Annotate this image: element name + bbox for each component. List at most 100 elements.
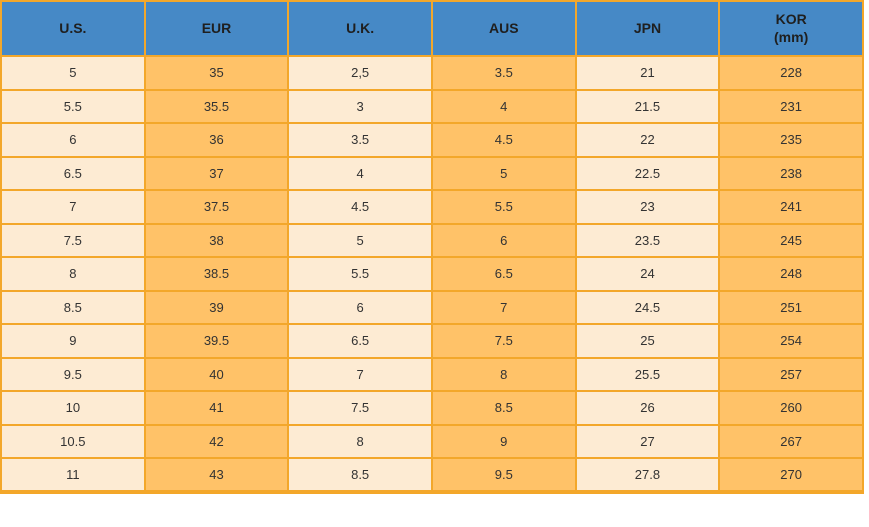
table-cell: 9.5 — [430, 457, 577, 493]
table-row: 9.5 40 7 8 25.5 257 — [0, 356, 864, 392]
table-cell: 7 — [287, 356, 433, 392]
table-cell: 38.5 — [143, 256, 290, 292]
table-cell: 6.5 — [287, 323, 433, 359]
table-cell: 22 — [574, 122, 721, 158]
table-cell: 6.5 — [430, 256, 577, 292]
table-row: 6.5 37 4 5 22.5 238 — [0, 155, 864, 191]
table-cell: 41 — [143, 390, 290, 426]
table-cell: 4 — [430, 88, 577, 124]
column-header-sublabel: (mm) — [774, 28, 809, 45]
table-cell: 3.5 — [430, 55, 577, 91]
table-cell: 2,5 — [287, 55, 433, 91]
table-row: 6 36 3.5 4.5 22 235 — [0, 122, 864, 158]
table-cell: 7 — [430, 289, 577, 325]
table-cell: 7 — [0, 189, 146, 225]
table-cell: 21.5 — [574, 88, 721, 124]
table-row: 11 43 8.5 9.5 27.8 270 — [0, 457, 864, 493]
table-cell: 35 — [143, 55, 290, 91]
table-cell: 4 — [287, 155, 433, 191]
table-row: 7.5 38 5 6 23.5 245 — [0, 222, 864, 258]
table-cell: 22.5 — [574, 155, 721, 191]
table-cell: 6 — [287, 289, 433, 325]
table-row: 7 37.5 4.5 5.5 23 241 — [0, 189, 864, 225]
table-cell: 8 — [430, 356, 577, 392]
table-row: 8 38.5 5.5 6.5 24 248 — [0, 256, 864, 292]
table-cell: 7.5 — [430, 323, 577, 359]
table-cell: 267 — [718, 423, 864, 459]
table-cell: 38 — [143, 222, 290, 258]
column-header-kor: KOR (mm) — [718, 0, 864, 57]
table-cell: 23.5 — [574, 222, 721, 258]
table-cell: 260 — [718, 390, 864, 426]
table-cell: 3 — [287, 88, 433, 124]
table-cell: 10 — [0, 390, 146, 426]
column-header-label: U.K. — [346, 19, 375, 36]
table-row: 10.5 42 8 9 27 267 — [0, 423, 864, 459]
table-cell: 9 — [430, 423, 577, 459]
table-header-row: U.S. EUR U.K. AUS JPN KOR (mm) — [0, 0, 864, 57]
table-cell: 235 — [718, 122, 864, 158]
table-cell: 25 — [574, 323, 721, 359]
table-cell: 26 — [574, 390, 721, 426]
table-cell: 24.5 — [574, 289, 721, 325]
table-cell: 245 — [718, 222, 864, 258]
table-row: 9 39.5 6.5 7.5 25 254 — [0, 323, 864, 359]
table-cell: 4.5 — [287, 189, 433, 225]
table-cell: 8 — [0, 256, 146, 292]
table-cell: 8 — [287, 423, 433, 459]
table-cell: 5 — [287, 222, 433, 258]
table-row: 5 35 2,5 3.5 21 228 — [0, 55, 864, 91]
table-cell: 9.5 — [0, 356, 146, 392]
table-cell: 11 — [0, 457, 146, 493]
column-header-jpn: JPN — [574, 0, 721, 57]
table-cell: 43 — [143, 457, 290, 493]
table-row: 5.5 35.5 3 4 21.5 231 — [0, 88, 864, 124]
table-cell: 228 — [718, 55, 864, 91]
table-cell: 241 — [718, 189, 864, 225]
table-cell: 254 — [718, 323, 864, 359]
table-cell: 248 — [718, 256, 864, 292]
column-header-label: EUR — [201, 19, 232, 36]
table-cell: 4.5 — [430, 122, 577, 158]
table-cell: 251 — [718, 289, 864, 325]
table-cell: 6 — [430, 222, 577, 258]
table-cell: 8.5 — [430, 390, 577, 426]
table-cell: 7.5 — [287, 390, 433, 426]
table-cell: 8.5 — [287, 457, 433, 493]
size-conversion-chart: U.S. EUR U.K. AUS JPN KOR (mm) — [0, 0, 864, 494]
column-header-uk: U.K. — [287, 0, 433, 57]
table-cell: 238 — [718, 155, 864, 191]
table-cell: 35.5 — [143, 88, 290, 124]
table-cell: 21 — [574, 55, 721, 91]
table-cell: 36 — [143, 122, 290, 158]
table-cell: 5 — [0, 55, 146, 91]
column-header-eur: EUR — [143, 0, 290, 57]
table-cell: 9 — [0, 323, 146, 359]
table-cell: 37 — [143, 155, 290, 191]
table-cell: 10.5 — [0, 423, 146, 459]
table-cell: 37.5 — [143, 189, 290, 225]
table-cell: 231 — [718, 88, 864, 124]
table-cell: 27 — [574, 423, 721, 459]
table-header: U.S. EUR U.K. AUS JPN KOR (mm) — [0, 0, 864, 57]
table-cell: 5.5 — [430, 189, 577, 225]
table-row: 10 41 7.5 8.5 26 260 — [0, 390, 864, 426]
size-conversion-table: U.S. EUR U.K. AUS JPN KOR (mm) — [0, 0, 864, 494]
table-body: 5 35 2,5 3.5 21 228 5.5 35.5 3 4 21.5 231 6 36 3.5 4.5 2… — [0, 55, 864, 493]
column-header-aus: AUS — [430, 0, 577, 57]
table-cell: 25.5 — [574, 356, 721, 392]
table-cell: 6 — [0, 122, 146, 158]
table-cell: 27.8 — [574, 457, 721, 493]
table-cell: 39.5 — [143, 323, 290, 359]
table-cell: 23 — [574, 189, 721, 225]
table-cell: 257 — [718, 356, 864, 392]
table-cell: 5.5 — [0, 88, 146, 124]
column-header-label: U.S. — [59, 19, 87, 36]
table-cell: 39 — [143, 289, 290, 325]
column-header-us: U.S. — [0, 0, 146, 57]
table-cell: 5 — [430, 155, 577, 191]
table-cell: 7.5 — [0, 222, 146, 258]
table-cell: 24 — [574, 256, 721, 292]
column-header-label: JPN — [633, 19, 662, 36]
column-header-label: AUS — [489, 19, 519, 36]
